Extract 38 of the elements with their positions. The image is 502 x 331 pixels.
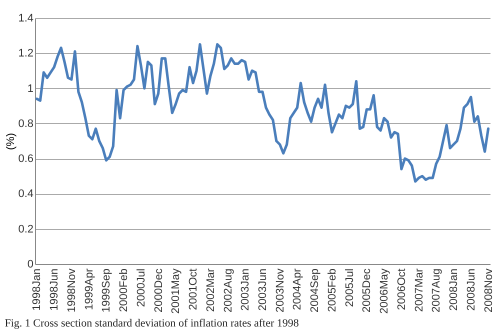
x-tick-label: 2007Aug bbox=[430, 268, 443, 313]
x-tick-label: 2003Nov bbox=[274, 268, 286, 313]
y-tick-label: 0.6 bbox=[18, 153, 34, 166]
x-tick-label: 2006Oct bbox=[396, 268, 408, 310]
x-tick-label: 1999Sep bbox=[100, 268, 113, 313]
y-tick-label: 0.4 bbox=[18, 188, 34, 200]
x-tick-label: 2001May bbox=[170, 268, 182, 314]
x-tick-label: 2002Aug bbox=[222, 268, 234, 313]
x-tick-label: 2008Nov bbox=[482, 268, 495, 313]
y-tick-label: 0.8 bbox=[18, 118, 34, 130]
x-tick-label: 2002Mar bbox=[204, 268, 217, 312]
x-tick-label: 2005Dec bbox=[361, 268, 374, 313]
x-tick-label: 2005Feb bbox=[326, 268, 338, 312]
x-tick-label: 2004Sep bbox=[309, 268, 322, 313]
y-tick-label: 1.2 bbox=[18, 48, 34, 60]
x-tick-label: 1998Nov bbox=[66, 268, 78, 313]
x-tick-label: 2007Mar bbox=[413, 268, 426, 312]
x-tick-label: 2003Jun bbox=[257, 268, 269, 311]
x-tick-label: 2000Feb bbox=[118, 268, 130, 312]
caption: Fig. 1 Cross section standard deviation of inflation rates after 1998 bbox=[4, 317, 300, 330]
x-tick-label: 2005Jul bbox=[344, 268, 356, 308]
x-tick-label: 2003Jan bbox=[240, 268, 252, 311]
x-tick-label: 2004Apr bbox=[292, 268, 304, 310]
x-tick-label: 1998Jun bbox=[48, 268, 61, 311]
line-series bbox=[35, 43, 490, 183]
y-tick-label: 0 bbox=[27, 258, 34, 270]
x-tick-label: 1998Jan bbox=[31, 268, 44, 311]
x-tick-label: 2006May bbox=[378, 268, 391, 314]
x-tick-label: 2008Jun bbox=[465, 268, 478, 311]
x-tick-label: 2000Jul bbox=[135, 268, 148, 308]
x-tick-label: 2000Dec bbox=[152, 268, 165, 313]
x-tick-label: 1999Apr bbox=[83, 268, 96, 310]
x-tick-label: 2008Jan bbox=[448, 268, 460, 311]
y-tick-label: 1 bbox=[27, 82, 34, 95]
y-tick-label: 0.2 bbox=[18, 223, 34, 236]
x-tick-label: 2001Oct bbox=[188, 268, 200, 310]
y-axis-title: (%) bbox=[5, 132, 18, 150]
y-tick-label: 1.4 bbox=[18, 12, 34, 24]
